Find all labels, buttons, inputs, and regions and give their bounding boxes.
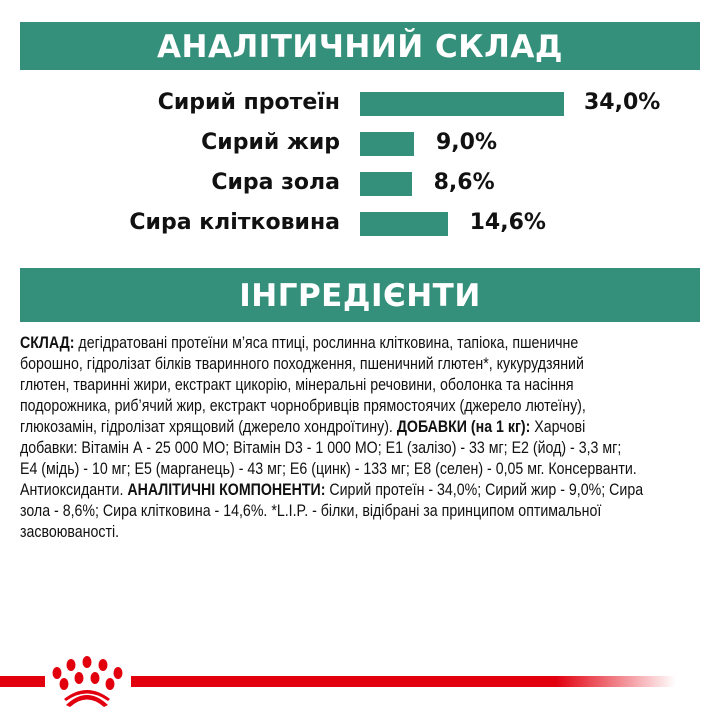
text-segment: Антиоксиданти. xyxy=(20,481,128,499)
analysis-row: Сирий жир 9,0% xyxy=(0,130,720,156)
text-segment: Сирий протеїн - 34,0%; Сирий жир - 9,0%;… xyxy=(325,481,644,499)
analysis-row: Сирий протеїн 34,0% xyxy=(0,90,720,116)
ingredients-line: Е4 (мідь) - 10 мг; Е5 (марганець) - 43 м… xyxy=(20,459,674,480)
ingredients-line: Антиоксиданти. АНАЛІТИЧНІ КОМПОНЕНТИ: Си… xyxy=(20,480,674,501)
nutrient-bar xyxy=(360,172,412,196)
nutrient-bar xyxy=(360,212,448,236)
ingredients-line: зола - 8,6%; Сира клітковина - 14,6%. *L… xyxy=(20,501,674,522)
ingredients-line: глюкозамін, гідролізат хрящовий (джерело… xyxy=(20,417,674,438)
nutrient-label: Сирий жир xyxy=(201,130,340,155)
royal-canin-crown-icon xyxy=(52,656,123,707)
nutrient-bar xyxy=(360,92,564,116)
bold-heading: ДОБАВКИ (на 1 кг): xyxy=(396,418,531,436)
text-segment: подорожника, риб’ячий жир, екстракт чорн… xyxy=(20,397,586,415)
analysis-row: Сира клітковина 14,6% xyxy=(0,210,720,236)
ingredients-line: СКЛАД: дегідратовані протеїни м’яса птиц… xyxy=(20,333,674,354)
nutrient-bar xyxy=(360,132,414,156)
ingredients-line: глютен, тваринні жири, екстракт цикорію,… xyxy=(20,375,674,396)
text-segment: добавки: Вітамін А - 25 000 МО; Вітамін … xyxy=(20,439,622,457)
nutrient-value: 14,6% xyxy=(469,210,546,235)
analysis-row: Сира зола 8,6% xyxy=(0,170,720,196)
text-segment: засвоюваності. xyxy=(20,523,120,541)
bold-heading: СКЛАД: xyxy=(20,334,75,352)
ingredients-header: ІНГРЕДІЄНТИ xyxy=(20,268,700,322)
ingredients-line: засвоюваності. xyxy=(20,522,674,543)
ingredients-line: подорожника, риб’ячий жир, екстракт чорн… xyxy=(20,396,674,417)
text-segment: Е4 (мідь) - 10 мг; Е5 (марганець) - 43 м… xyxy=(20,460,637,478)
nutrient-value: 8,6% xyxy=(433,170,495,195)
ingredients-line: борошно, гідролізат білків тваринного по… xyxy=(20,354,674,375)
text-segment: глюкозамін, гідролізат хрящовий (джерело… xyxy=(20,418,397,436)
text-segment: борошно, гідролізат білків тваринного по… xyxy=(20,355,584,373)
text-segment: глютен, тваринні жири, екстракт цикорію,… xyxy=(20,376,574,394)
nutrient-label: Сира клітковина xyxy=(129,210,340,235)
ingredients-text: СКЛАД: дегідратовані протеїни м’яса птиц… xyxy=(20,333,720,543)
text-segment: зола - 8,6%; Сира клітковина - 14,6%. *L… xyxy=(20,502,602,520)
footer-brand-line xyxy=(0,656,676,707)
bold-heading: АНАЛІТИЧНІ КОМПОНЕНТИ: xyxy=(127,481,326,499)
nutrient-value: 9,0% xyxy=(436,130,498,155)
text-segment: дегідратовані протеїни м’яса птиці, росл… xyxy=(74,334,579,352)
analysis-header: АНАЛІТИЧНИЙ СКЛАД xyxy=(20,22,700,70)
nutrient-value: 34,0% xyxy=(584,90,661,115)
nutrient-label: Сирий протеїн xyxy=(157,90,340,115)
nutrient-label: Сира зола xyxy=(211,170,340,195)
text-segment: Харчові xyxy=(530,418,586,436)
ingredients-line: добавки: Вітамін А - 25 000 МО; Вітамін … xyxy=(20,438,674,459)
